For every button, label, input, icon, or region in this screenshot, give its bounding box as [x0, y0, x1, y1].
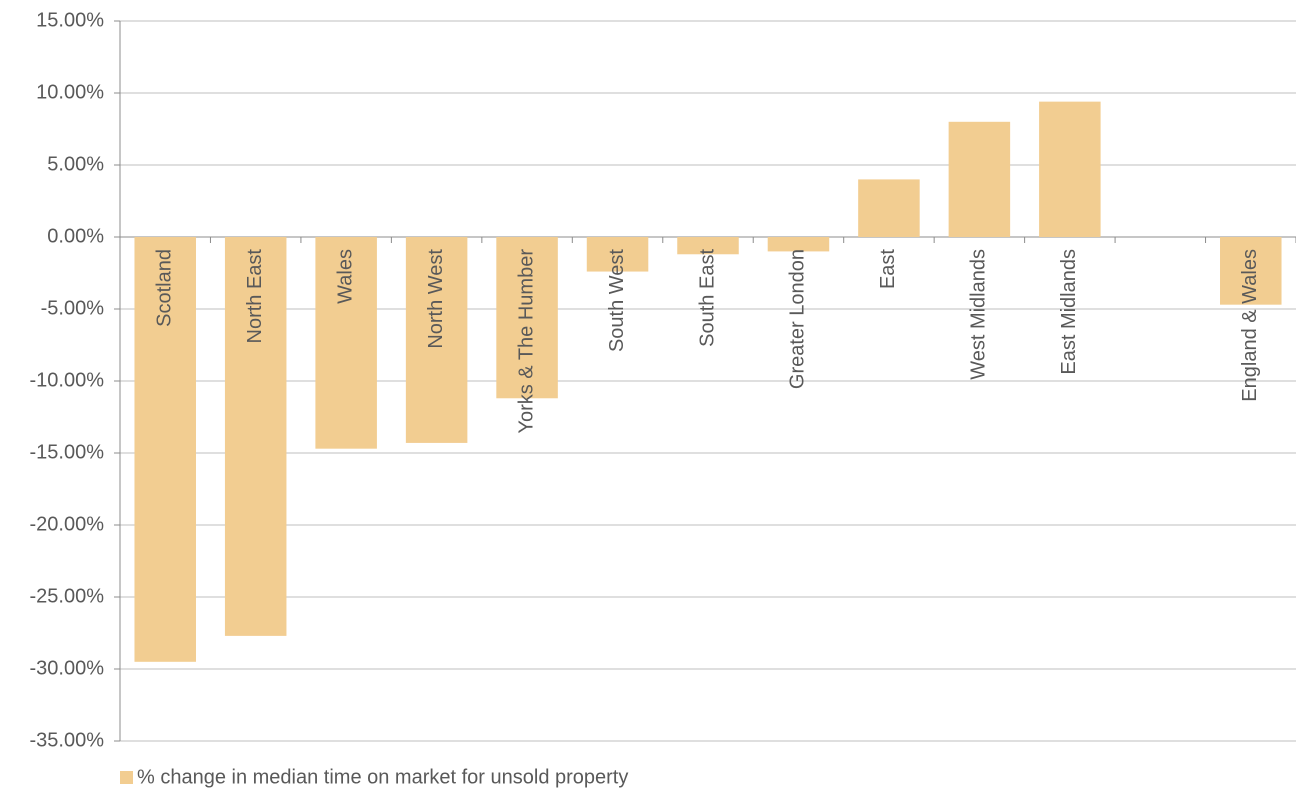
y-tick-label: -30.00% — [30, 657, 105, 679]
legend-swatch — [120, 771, 133, 784]
bar — [767, 237, 830, 252]
y-tick-label: -25.00% — [30, 585, 105, 607]
bar — [677, 237, 739, 255]
bar — [1039, 101, 1101, 237]
x-tick-label: North West — [425, 249, 447, 349]
y-tick-label: -10.00% — [30, 369, 105, 391]
y-tick-label: -35.00% — [30, 729, 105, 751]
x-tick-label: Yorks & The Humber — [515, 249, 537, 434]
bar — [586, 237, 649, 272]
bar — [858, 179, 920, 237]
legend-label: % change in median time on market for un… — [137, 766, 628, 788]
x-tick-label: East — [877, 249, 899, 289]
y-tick-label: 5.00% — [47, 153, 104, 175]
y-tick-label: -5.00% — [41, 297, 105, 319]
x-tick-label: South West — [606, 249, 628, 352]
y-tick-label: 10.00% — [36, 81, 104, 103]
bar — [496, 237, 558, 399]
bar — [1220, 237, 1282, 305]
bar — [134, 237, 196, 662]
y-tick-label: 0.00% — [47, 225, 104, 247]
x-tick-label: Wales — [334, 249, 356, 304]
y-tick-label: 15.00% — [36, 9, 104, 31]
x-tick-label: West Midlands — [968, 249, 990, 380]
x-tick-label: North East — [244, 249, 266, 344]
bar — [315, 237, 377, 449]
y-tick-label: -15.00% — [30, 441, 105, 463]
x-tick-label: East Midlands — [1058, 249, 1080, 375]
x-tick-label: South East — [696, 249, 718, 347]
bar — [224, 237, 287, 636]
y-tick-label: -20.00% — [30, 513, 105, 535]
bar — [948, 121, 1011, 237]
bar — [405, 237, 468, 443]
x-tick-label: Scotland — [154, 249, 176, 327]
x-tick-label: Greater London — [787, 249, 809, 389]
x-tick-label: England & Wales — [1239, 249, 1261, 402]
